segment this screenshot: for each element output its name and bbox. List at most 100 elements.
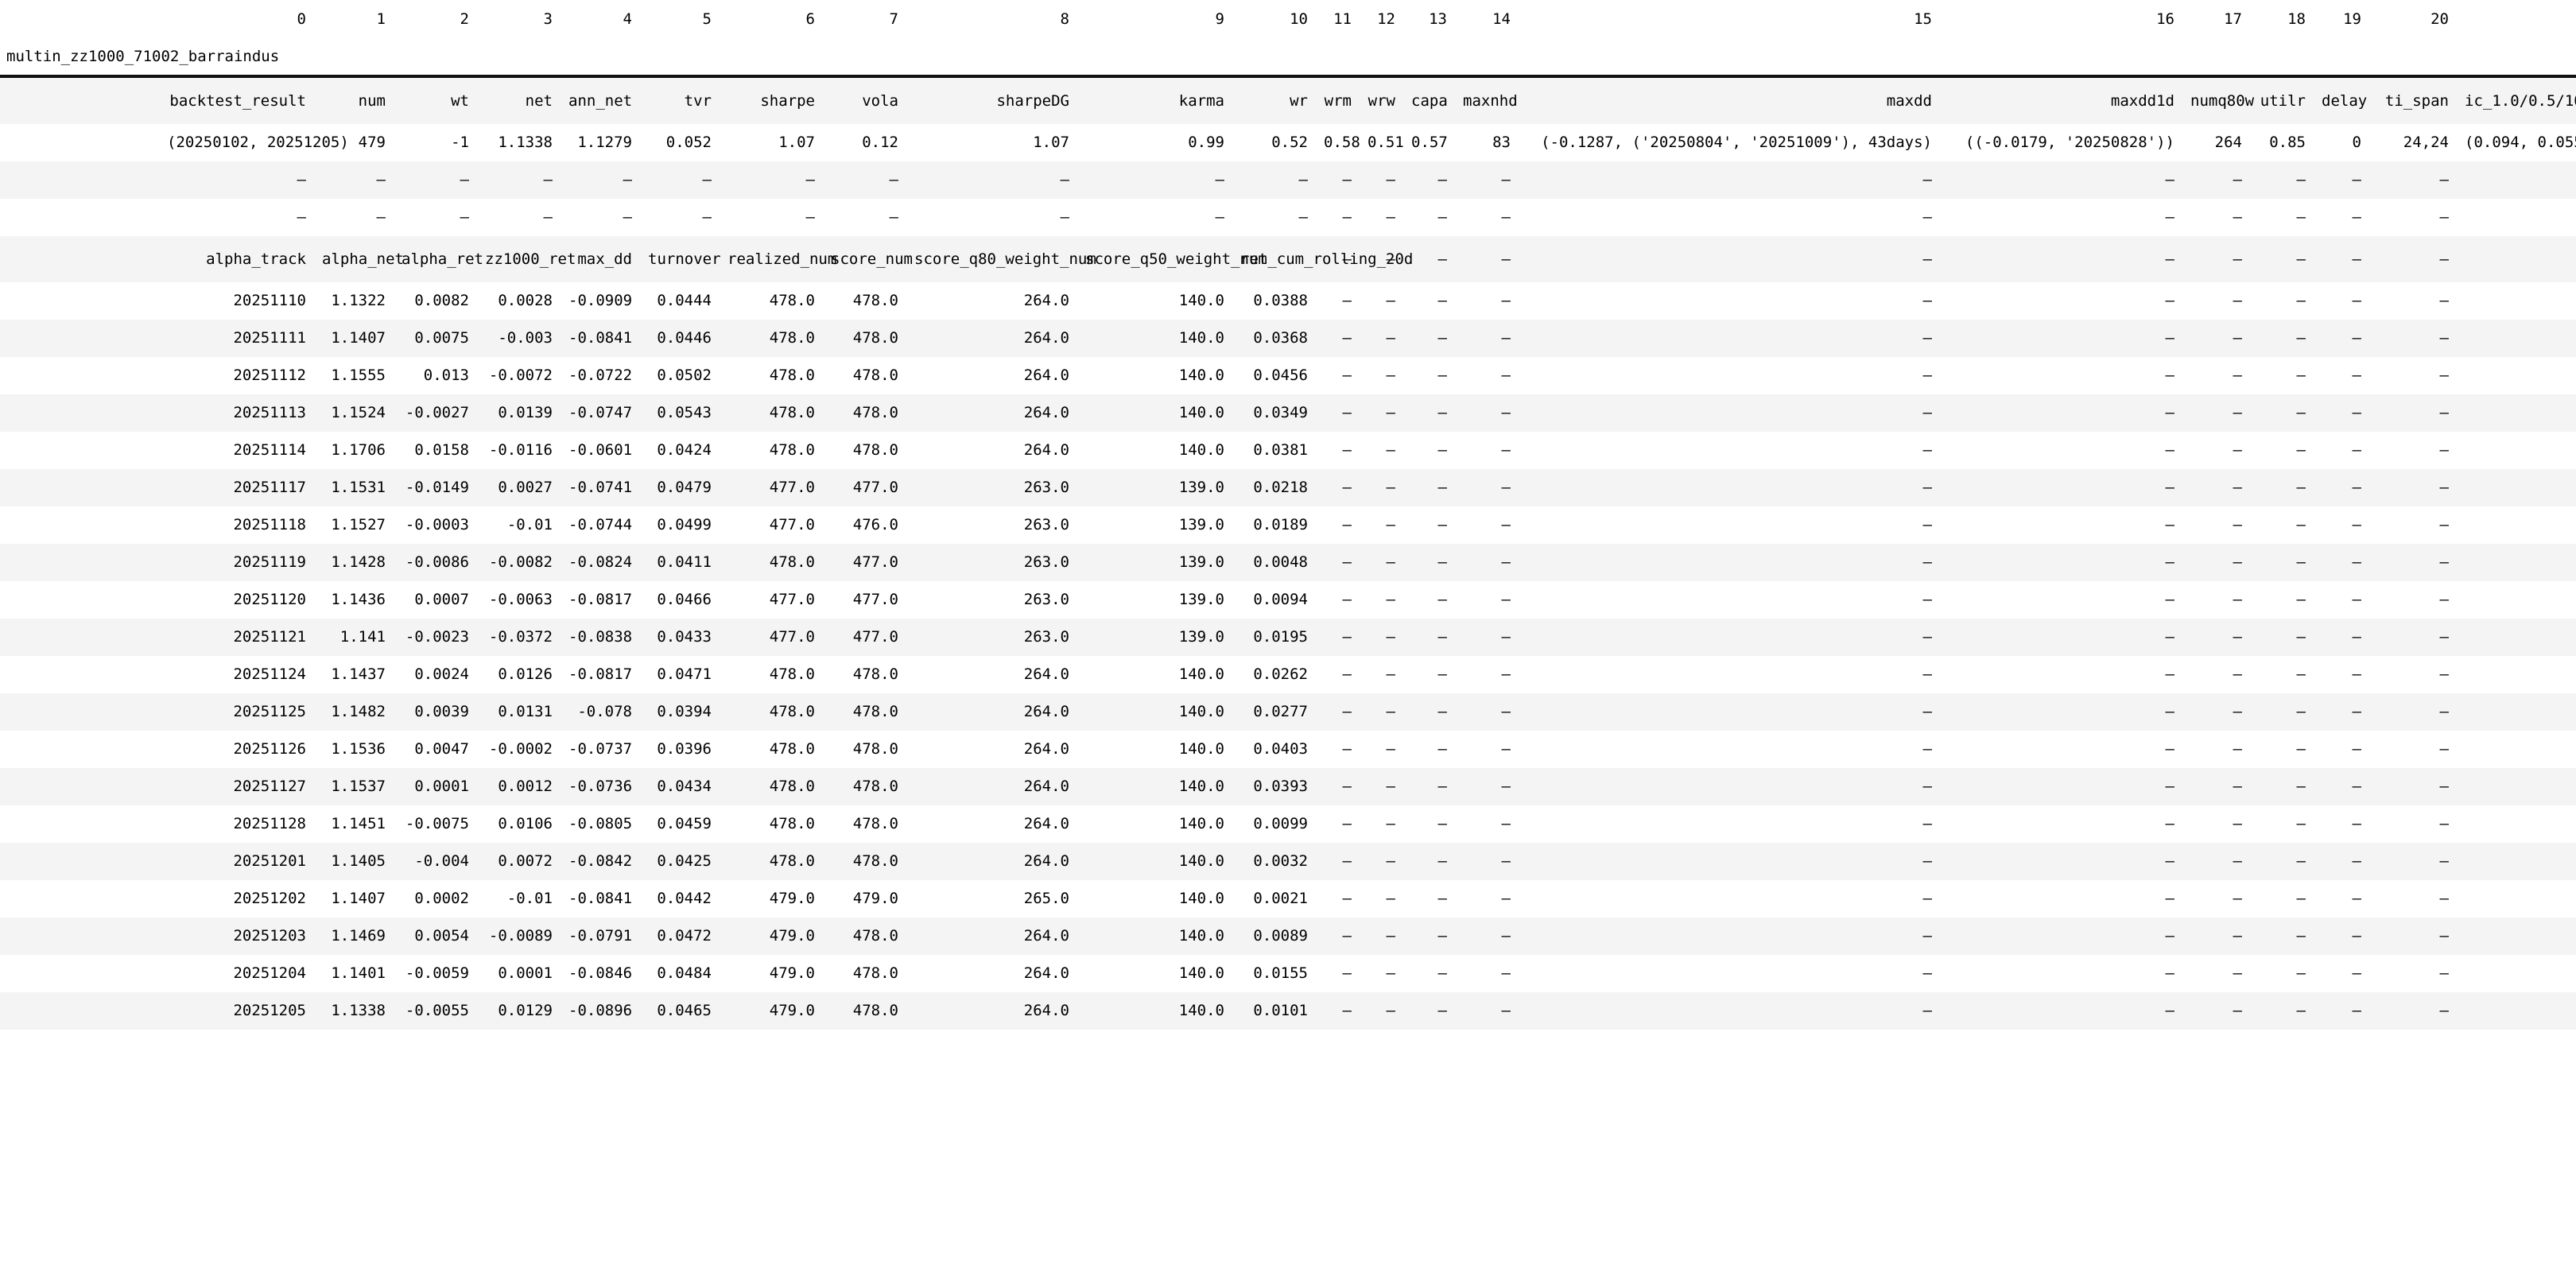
track-row-dash: — <box>1360 955 1403 992</box>
dash-cell: — <box>1360 161 1403 199</box>
track-cell: 140.0 <box>1077 880 1232 918</box>
track-row-dash: — <box>1519 918 1940 955</box>
track-row-dash: — <box>1455 394 1519 432</box>
track-row-dash: — <box>2314 282 2369 320</box>
track-cell: 0.0403 <box>1232 731 1316 768</box>
track-row-dash: — <box>1940 693 2182 731</box>
track-cell: 263.0 <box>906 544 1077 581</box>
dash-cell: — <box>2369 161 2457 199</box>
summary-header-capa: capa <box>1403 77 1455 124</box>
track-cell: 264.0 <box>906 843 1077 880</box>
column-index-4: 4 <box>561 0 640 38</box>
track-row-dash: — <box>1316 320 1360 357</box>
summary-value-cell: 264 <box>2182 124 2250 161</box>
track-cell: 479.0 <box>720 880 823 918</box>
track-row-index <box>0 693 159 731</box>
track-row-index <box>0 918 159 955</box>
summary-value-cell: ((-0.0179, '20250828')) <box>1940 124 2182 161</box>
track-row-dash: — <box>1455 955 1519 992</box>
header-rule <box>0 75 2576 78</box>
track-cell: -0.0896 <box>561 992 640 1030</box>
track-row-dash: — <box>1360 394 1403 432</box>
track-row-dash: — <box>2314 320 2369 357</box>
dash-cell: — <box>2369 199 2457 236</box>
track-row-index <box>0 357 159 394</box>
dash-cell: — <box>906 161 1077 199</box>
track-row-dash: — <box>1940 731 2182 768</box>
dash-cell: — <box>1940 199 2182 236</box>
track-row-dash: — <box>1940 432 2182 469</box>
track-row-dash: — <box>1360 656 1403 693</box>
track-row-index <box>0 656 159 693</box>
track-cell: 478.0 <box>720 394 823 432</box>
track-cell: -0.0824 <box>561 544 640 581</box>
track-row-dash: — <box>2314 544 2369 581</box>
track-cell: 1.1469 <box>314 918 394 955</box>
summary-value-cell: (0.094, 0.055, 0.094, 0.094, 0.057, 0.09… <box>2457 124 2576 161</box>
track-row-dash: — <box>2182 320 2250 357</box>
track-cell: 0.0456 <box>1232 357 1316 394</box>
dash-cell: — <box>2250 161 2314 199</box>
track-cell: -0.0072 <box>477 357 561 394</box>
track-row-dash: — <box>1940 992 2182 1030</box>
summary-header-vola: vola <box>823 77 906 124</box>
track-row-dash: — <box>2314 843 2369 880</box>
dash-cell: — <box>823 161 906 199</box>
track-cell: 264.0 <box>906 992 1077 1030</box>
track-row-dash: — <box>1316 432 1360 469</box>
track-row-dash: — <box>2182 432 2250 469</box>
track-row-index <box>0 768 159 805</box>
column-index-3: 3 <box>477 0 561 38</box>
summary-header-tvr: tvr <box>640 77 720 124</box>
track-cell: -0.0744 <box>561 506 640 544</box>
track-cell: -0.003 <box>477 320 561 357</box>
track-cell: 140.0 <box>1077 805 1232 843</box>
table-row: 20251110 1.1322 0.0082 0.0028 -0.0909 0.0444 4… <box>0 282 2576 320</box>
summary-header-delay: delay <box>2314 77 2369 124</box>
track-cell: 0.0444 <box>640 282 720 320</box>
column-index-15: 15 <box>1519 0 1940 38</box>
dash-cell: — <box>561 161 640 199</box>
track-cell: 264.0 <box>906 805 1077 843</box>
dash-cell: — <box>2182 161 2250 199</box>
column-index-0: 0 <box>159 0 314 38</box>
column-index-8: 8 <box>906 0 1077 38</box>
track-row-dash: — <box>1403 656 1455 693</box>
track-cell: 1.1451 <box>314 805 394 843</box>
track-cell: 477.0 <box>720 581 823 619</box>
track-cell: 264.0 <box>906 357 1077 394</box>
track-cell: 0.0021 <box>1232 880 1316 918</box>
track-cell: 0.0411 <box>640 544 720 581</box>
track-cell: 264.0 <box>906 731 1077 768</box>
track-cell: 1.141 <box>314 619 394 656</box>
track-cell: 478.0 <box>823 843 906 880</box>
summary-value-cell: 83 <box>1455 124 1519 161</box>
track-cell: 264.0 <box>906 432 1077 469</box>
track-row-dash: — <box>2182 880 2250 918</box>
dataframe-body: 0 1 2 3 4 5 6 7 8 9 10 11 12 13 14 15 16 17 18 19 20 multin_z… <box>0 0 2576 1030</box>
track-cell: 0.013 <box>394 357 477 394</box>
track-cell: 478.0 <box>823 805 906 843</box>
track-cell: 0.0072 <box>477 843 561 880</box>
track-cell: 0.0089 <box>1232 918 1316 955</box>
track-row-dash: — <box>2457 656 2576 693</box>
track-row-dash: — <box>2457 880 2576 918</box>
track-row-dash: — <box>1360 843 1403 880</box>
track-row-dash: — <box>2314 357 2369 394</box>
track-row-dash: — <box>2314 918 2369 955</box>
track-cell: 478.0 <box>823 357 906 394</box>
summary-value-cell: 1.1338 <box>477 124 561 161</box>
dash-cell: — <box>394 199 477 236</box>
track-row-dash: — <box>2250 731 2314 768</box>
track-row-dash: — <box>2369 394 2457 432</box>
summary-header-karma: karma <box>1077 77 1232 124</box>
track-cell: 0.0007 <box>394 581 477 619</box>
track-row-dash: — <box>2369 656 2457 693</box>
track-cell: 478.0 <box>720 731 823 768</box>
table-row: 20251128 1.1451 -0.0075 0.0106 -0.0805 0.0459… <box>0 805 2576 843</box>
track-row-dash: — <box>1940 843 2182 880</box>
track-row-dash: — <box>1455 992 1519 1030</box>
summary-header-ti-span: ti_span <box>2369 77 2457 124</box>
track-cell: 0.0099 <box>1232 805 1316 843</box>
